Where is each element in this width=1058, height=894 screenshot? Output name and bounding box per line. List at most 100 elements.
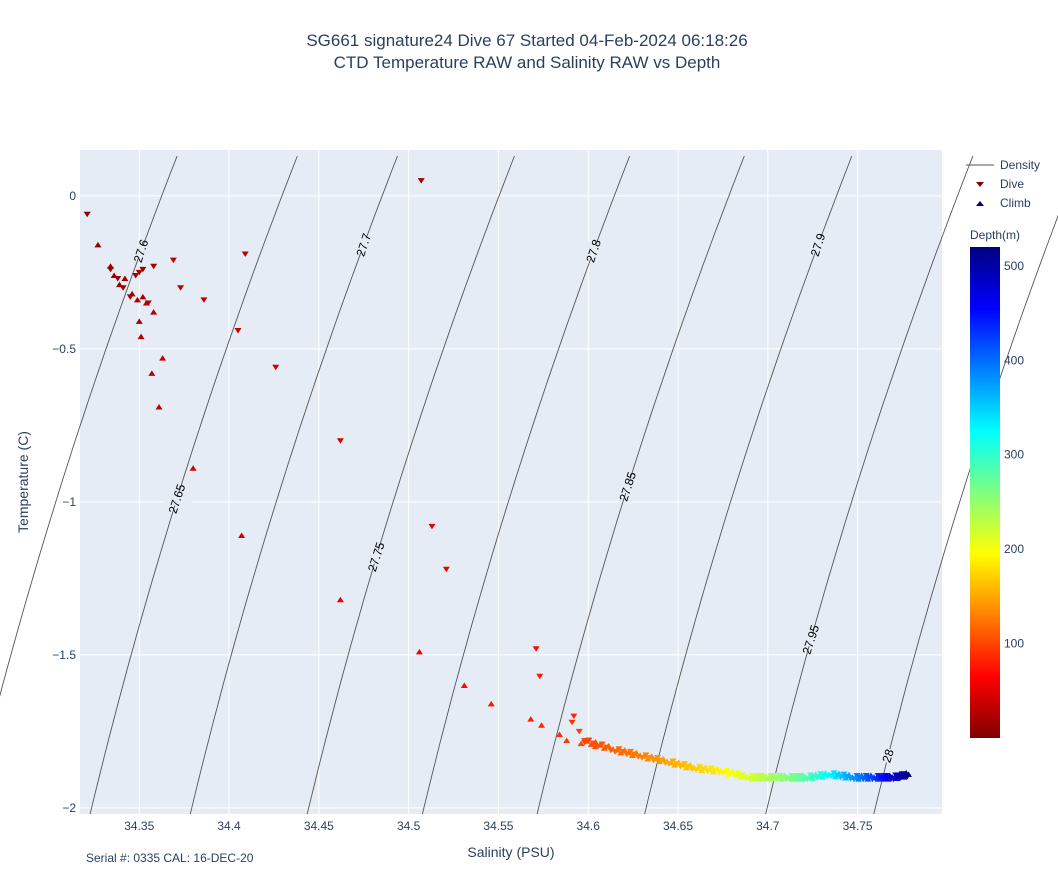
profile-point [698,767,706,774]
profile-point [642,752,650,758]
x-tick-label: 34.45 [304,819,334,833]
profile-point [648,753,656,759]
dive-point [150,263,158,270]
climb-point [139,293,147,300]
profile-point [797,776,805,782]
colorbar-tick-label: 200 [1004,542,1024,556]
profile-point [705,766,713,773]
x-tick-label: 34.35 [124,819,154,833]
dive-point [177,285,185,291]
profile-point [853,772,861,779]
dive-point [428,523,436,530]
legend-climb-label[interactable]: Climb [1000,196,1031,210]
profile-point [864,776,872,782]
climb-point [128,290,136,297]
x-tick-label: 34.65 [663,819,693,833]
legend[interactable]: Density Dive Climb [966,158,1040,210]
climb-point [155,404,163,410]
contour-label: 27.8 [583,237,604,264]
dive-point [417,178,425,184]
x-tick-label: 34.55 [483,819,513,833]
density-contour [89,155,298,815]
chart-title: SG661 signature24 Dive 67 Started 04-Feb… [306,31,747,50]
contour-label-bg [794,628,828,651]
x-tick-label: 34.4 [217,819,241,833]
climb-point [121,275,129,282]
contour-label-bg [871,744,905,768]
climb-point [487,700,495,707]
profile-point [818,774,826,780]
y-tick-label: −1.5 [52,648,76,662]
legend-dive-label[interactable]: Dive [1000,177,1024,191]
density-contour [421,155,631,815]
legend-dive-marker [976,182,984,187]
profile-point [621,747,629,753]
climb-point [415,648,423,655]
x-axis-ticks: 34.35 34.4 34.45 34.5 34.55 34.6 34.65 34.7 34.7… [124,819,873,833]
contour-label-bg [611,475,645,498]
dive-point [568,719,576,726]
profile-point [632,749,640,756]
dive-point [135,269,143,276]
contour-label-bg [124,239,158,263]
profile-point [840,771,848,778]
climb-point [110,272,118,278]
y-tick-label: −0.5 [52,342,76,356]
climb-point [148,370,156,376]
profile-point [757,776,765,782]
profile-point [592,739,600,745]
climb-point [460,682,468,688]
climb-point [159,355,167,361]
climb-point [538,722,546,728]
climb-point [577,740,585,747]
density-contour [189,155,398,815]
profile-point [778,776,786,782]
dive-point [200,297,208,303]
profile-point [723,767,731,774]
chart-subtitle: CTD Temperature RAW and Salinity RAW vs … [334,53,721,72]
contour-label: 27.7 [353,231,374,258]
contour-label-bg [801,233,835,257]
climb-point [527,716,535,722]
plot-area[interactable] [80,150,942,814]
dive-point [272,364,280,371]
dive-point [139,266,147,273]
climb-point [107,263,115,269]
climb-point [336,596,344,603]
legend-climb-marker [976,201,984,206]
profile-point [808,775,816,781]
climb-point [94,241,102,248]
profile-point [845,771,853,778]
climb-point [135,318,143,324]
colorbar-gradient [970,247,1000,738]
profile-point [893,775,901,781]
profile-point [702,764,710,770]
profile-point [653,755,661,761]
x-tick-label: 34.7 [756,819,780,833]
profile-point [875,776,883,782]
profile-point [696,764,704,770]
profile-point [680,761,688,767]
x-axis-title: Salinity (PSU) [467,844,554,860]
contour-label-bg [160,487,194,511]
colorbar-tick-label: 100 [1004,637,1024,651]
colorbar-tick-label: 400 [1004,353,1024,367]
dive-point [169,257,177,264]
colorbar-title: Depth(m) [970,228,1020,242]
density-contour [306,155,515,815]
dive-point [532,646,540,652]
x-tick-label: 34.6 [577,819,601,833]
contour-label-bg [359,545,393,569]
climb-point [563,737,571,744]
density-contour [765,155,974,815]
dive-point [570,713,578,720]
density-contour [644,155,853,815]
x-tick-label: 34.75 [843,819,873,833]
contour-label-bg [347,233,381,257]
legend-density-label[interactable]: Density [1000,158,1040,172]
profile-point [776,772,784,779]
y-tick-label: −2 [62,801,76,815]
profile-point [675,759,683,765]
data-points [83,178,913,783]
